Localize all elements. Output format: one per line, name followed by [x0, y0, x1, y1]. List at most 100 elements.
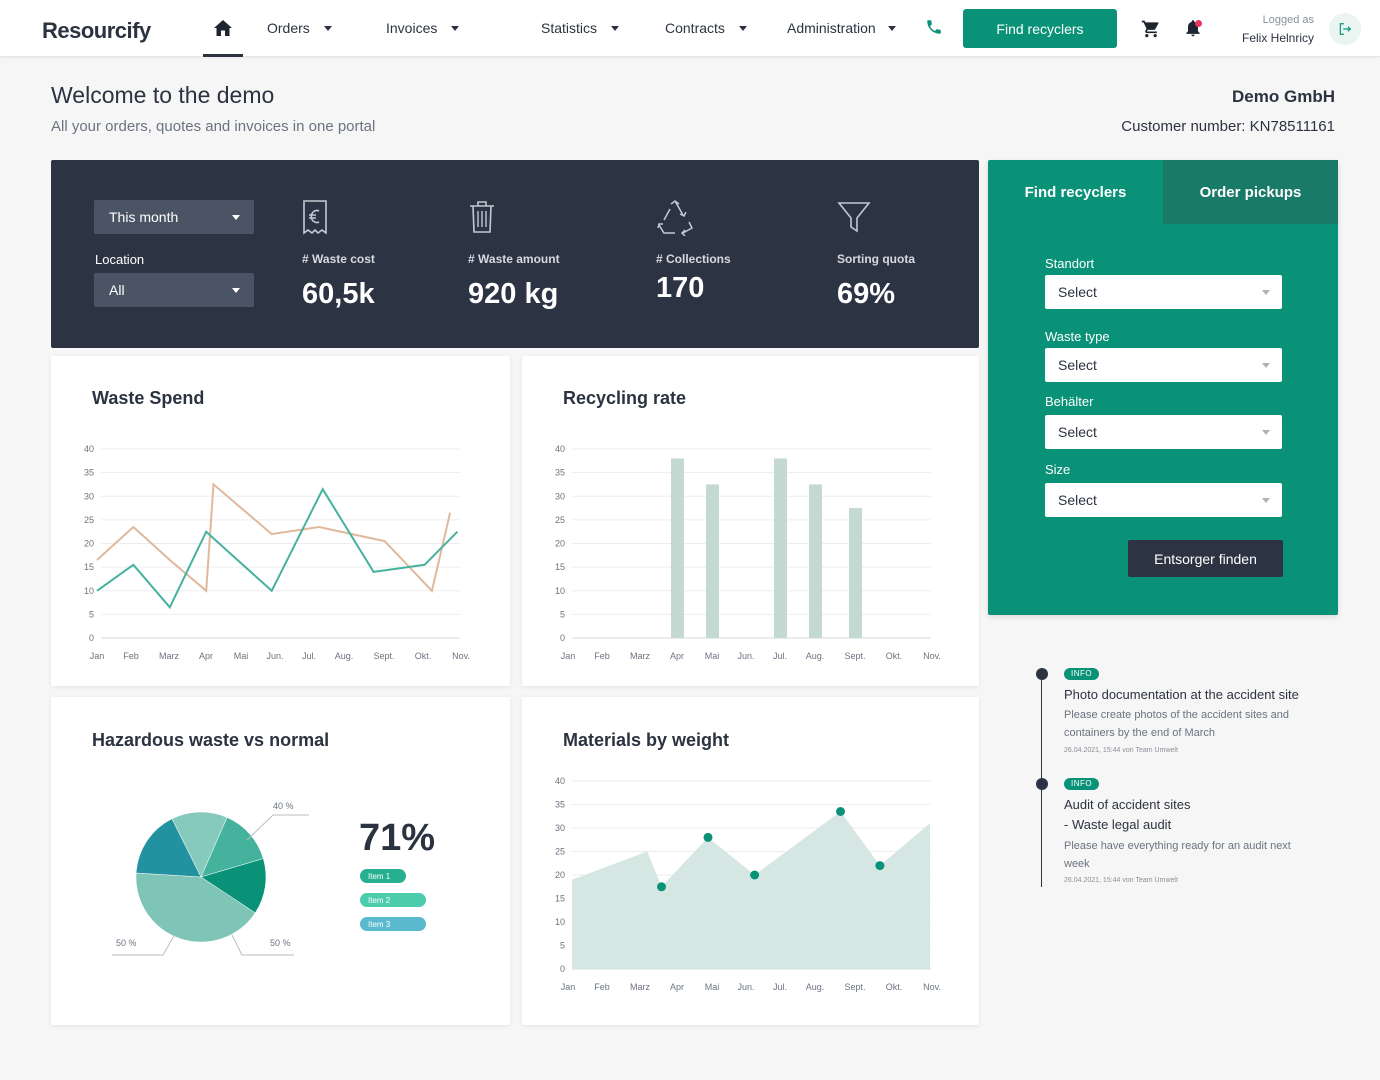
- phone-icon[interactable]: [925, 18, 943, 41]
- leader-line: [231, 934, 294, 956]
- stat-waste-cost: # Waste cost 60,5k: [302, 200, 375, 310]
- card-title: Recycling rate: [563, 388, 687, 408]
- x-tick-label: Feb: [123, 651, 139, 661]
- y-tick-label: 15: [555, 562, 565, 572]
- chevron-down-icon: [323, 25, 332, 31]
- hazardous-pie-chart: 40 % 50 % 50 % 71% Item 1 Item 2 Item 3: [112, 801, 435, 956]
- logout-icon[interactable]: [1329, 13, 1361, 45]
- period-select[interactable]: This month: [94, 200, 254, 234]
- standort-select[interactable]: Select: [1045, 275, 1282, 309]
- x-tick-label: Marz: [630, 651, 650, 661]
- cart-icon[interactable]: [1141, 19, 1161, 44]
- entsorger-finden-button[interactable]: Entsorger finden: [1128, 540, 1283, 577]
- logo[interactable]: Resourcify: [42, 18, 151, 43]
- chevron-down-icon: [1262, 498, 1270, 503]
- location-select[interactable]: All: [94, 273, 254, 307]
- timeline-item-title[interactable]: Photo documentation at the accident site: [1064, 687, 1299, 702]
- x-tick-label: Feb: [594, 651, 610, 661]
- stat-value: 69%: [837, 278, 896, 310]
- chevron-down-icon: [887, 25, 896, 31]
- timeline-item-title[interactable]: Audit of accident sites: [1064, 797, 1191, 812]
- tab-find-recyclers[interactable]: Find recyclers: [1024, 183, 1127, 201]
- select-value: Select: [1058, 492, 1097, 508]
- stat-collections: # Collections 170: [656, 200, 731, 304]
- series-line-1: [96, 482, 452, 593]
- x-tick-label: Marz: [159, 651, 179, 661]
- timeline-item-meta: 26.04.2021, 15:44 von Team Umwelt: [1064, 747, 1178, 754]
- chevron-down-icon: [1262, 430, 1270, 435]
- x-tick-label: Jan: [561, 982, 576, 992]
- x-tick-label: Nov.: [923, 982, 941, 992]
- location-value: All: [109, 282, 125, 298]
- x-tick-label: Jul.: [773, 651, 787, 661]
- y-tick-label: 20: [84, 539, 94, 549]
- stat-label: Sorting quota: [837, 252, 915, 266]
- top-nav: Resourcify Orders Invoices Statistics Co…: [0, 0, 1380, 57]
- chevron-down-icon: [611, 25, 620, 31]
- nav-administration[interactable]: Administration: [787, 20, 896, 36]
- y-tick-label: 10: [84, 586, 94, 596]
- data-point: [657, 882, 666, 892]
- nav-invoices[interactable]: Invoices: [386, 20, 460, 36]
- x-tick-label: Mai: [705, 982, 720, 992]
- x-tick-label: Sept.: [844, 651, 865, 661]
- stats-panel: This month Location All # Waste cost 60,…: [51, 160, 979, 348]
- nav-orders[interactable]: Orders: [267, 20, 332, 36]
- x-tick-label: Jul.: [773, 982, 787, 992]
- x-tick-label: Okt.: [886, 651, 903, 661]
- chevron-down-icon: [1262, 290, 1270, 295]
- series-line-2: [96, 487, 459, 610]
- stat-value: 170: [656, 272, 705, 304]
- behaelter-select[interactable]: Select: [1045, 415, 1282, 449]
- y-tick-label: 35: [555, 800, 565, 810]
- nav-orders-label: Orders: [267, 20, 310, 36]
- x-tick-label: Apr: [199, 651, 213, 661]
- receipt-euro-icon: [303, 200, 327, 235]
- select-value: Select: [1058, 357, 1097, 373]
- area-fill: [572, 811, 930, 969]
- chevron-down-icon: [232, 215, 240, 220]
- x-tick-label: Nov.: [452, 651, 470, 661]
- waste-type-select[interactable]: Select: [1045, 348, 1282, 382]
- find-recyclers-button[interactable]: Find recyclers: [963, 9, 1117, 48]
- x-tick-label: Mai: [234, 651, 249, 661]
- pie-slice-5: [171, 811, 228, 878]
- y-tick-label: 40: [555, 444, 565, 454]
- x-tick-label: Okt.: [886, 982, 903, 992]
- y-tick-label: 5: [560, 609, 565, 619]
- card-title: Materials by weight: [563, 730, 730, 750]
- timeline-item-meta: 26.04.2021, 15:44 von Team Umwelt: [1064, 877, 1178, 884]
- stat-label: # Collections: [656, 252, 731, 266]
- y-tick-label: 25: [84, 515, 94, 525]
- waste-spend-chart: 0 5 10 15 20 25 30 35 40 Jan Feb Marz Apr Mai Jun. Jul.…: [84, 444, 470, 661]
- recycling-rate-chart: 0 5 10 15 20 25 30 35 40 Jan Feb Marz Apr Mai Jun. Jul.…: [555, 444, 941, 661]
- logged-as-label: Logged as: [1262, 14, 1314, 26]
- x-tick-label: Okt.: [415, 651, 432, 661]
- user-name[interactable]: Felix Helnricy: [1241, 31, 1314, 45]
- pie-slice-4: [135, 818, 202, 878]
- y-tick-label: 20: [555, 539, 565, 549]
- select-value: Select: [1058, 284, 1097, 300]
- size-select[interactable]: Select: [1045, 483, 1282, 517]
- hazardous-percentage: 71%: [359, 817, 435, 859]
- pie-annotation: 50 %: [116, 938, 137, 948]
- standort-label: Standort: [1045, 256, 1095, 271]
- behaelter-label: Behälter: [1045, 394, 1094, 409]
- bar: [671, 458, 684, 638]
- y-tick-label: 30: [555, 491, 565, 501]
- y-tick-label: 0: [89, 633, 94, 643]
- chevron-down-icon: [1262, 363, 1270, 368]
- y-tick-label: 0: [560, 633, 565, 643]
- pie-slice-2: [200, 858, 267, 914]
- pie-annotation: 50 %: [270, 938, 291, 948]
- y-tick-label: 35: [84, 468, 94, 478]
- data-point: [703, 832, 713, 842]
- legend-label: Item 1: [368, 872, 391, 881]
- size-label: Size: [1045, 462, 1071, 477]
- home-icon[interactable]: [203, 14, 243, 57]
- chevron-down-icon: [738, 25, 747, 31]
- select-value: Select: [1058, 424, 1097, 440]
- tab-order-pickups[interactable]: Order pickups: [1163, 160, 1338, 224]
- nav-statistics[interactable]: Statistics: [541, 20, 620, 36]
- nav-contracts[interactable]: Contracts: [665, 20, 747, 36]
